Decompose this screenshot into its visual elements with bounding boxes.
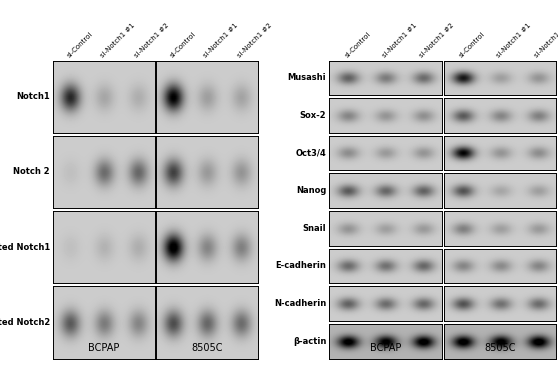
Text: Snail: Snail bbox=[302, 224, 326, 233]
Text: si-Notch1 #1: si-Notch1 #1 bbox=[381, 22, 418, 59]
Text: Notch 2: Notch 2 bbox=[13, 167, 50, 176]
Text: si-Notch1 #2: si-Notch1 #2 bbox=[237, 22, 273, 59]
Text: 8505C: 8505C bbox=[484, 343, 516, 353]
Text: si-Notch1 #2: si-Notch1 #2 bbox=[133, 22, 170, 59]
Text: si-Notch1 #1: si-Notch1 #1 bbox=[203, 22, 239, 59]
Text: Activated Notch2: Activated Notch2 bbox=[0, 318, 50, 327]
Text: Activated Notch1: Activated Notch1 bbox=[0, 243, 50, 252]
Text: Oct3/4: Oct3/4 bbox=[295, 149, 326, 158]
Text: si-Notch1 #2: si-Notch1 #2 bbox=[533, 22, 558, 59]
Text: BCPAP: BCPAP bbox=[370, 343, 401, 353]
Text: 8505C: 8505C bbox=[191, 343, 223, 353]
Text: Sox-2: Sox-2 bbox=[300, 111, 326, 120]
Text: si-Notch1 #1: si-Notch1 #1 bbox=[99, 22, 136, 59]
Text: Notch1: Notch1 bbox=[16, 92, 50, 101]
Text: Musashi: Musashi bbox=[287, 74, 326, 82]
Text: si-Notch1 #1: si-Notch1 #1 bbox=[496, 22, 532, 59]
Text: si-Control: si-Control bbox=[458, 31, 486, 59]
Text: si-Control: si-Control bbox=[66, 31, 94, 59]
Text: Nanog: Nanog bbox=[296, 186, 326, 195]
Text: β-actin: β-actin bbox=[293, 337, 326, 346]
Text: BCPAP: BCPAP bbox=[88, 343, 119, 353]
Text: si-Control: si-Control bbox=[344, 31, 372, 59]
Text: si-Control: si-Control bbox=[169, 31, 197, 59]
Text: N-cadherin: N-cadherin bbox=[274, 299, 326, 308]
Text: si-Notch1 #2: si-Notch1 #2 bbox=[419, 22, 455, 59]
Text: E-cadherin: E-cadherin bbox=[275, 261, 326, 271]
